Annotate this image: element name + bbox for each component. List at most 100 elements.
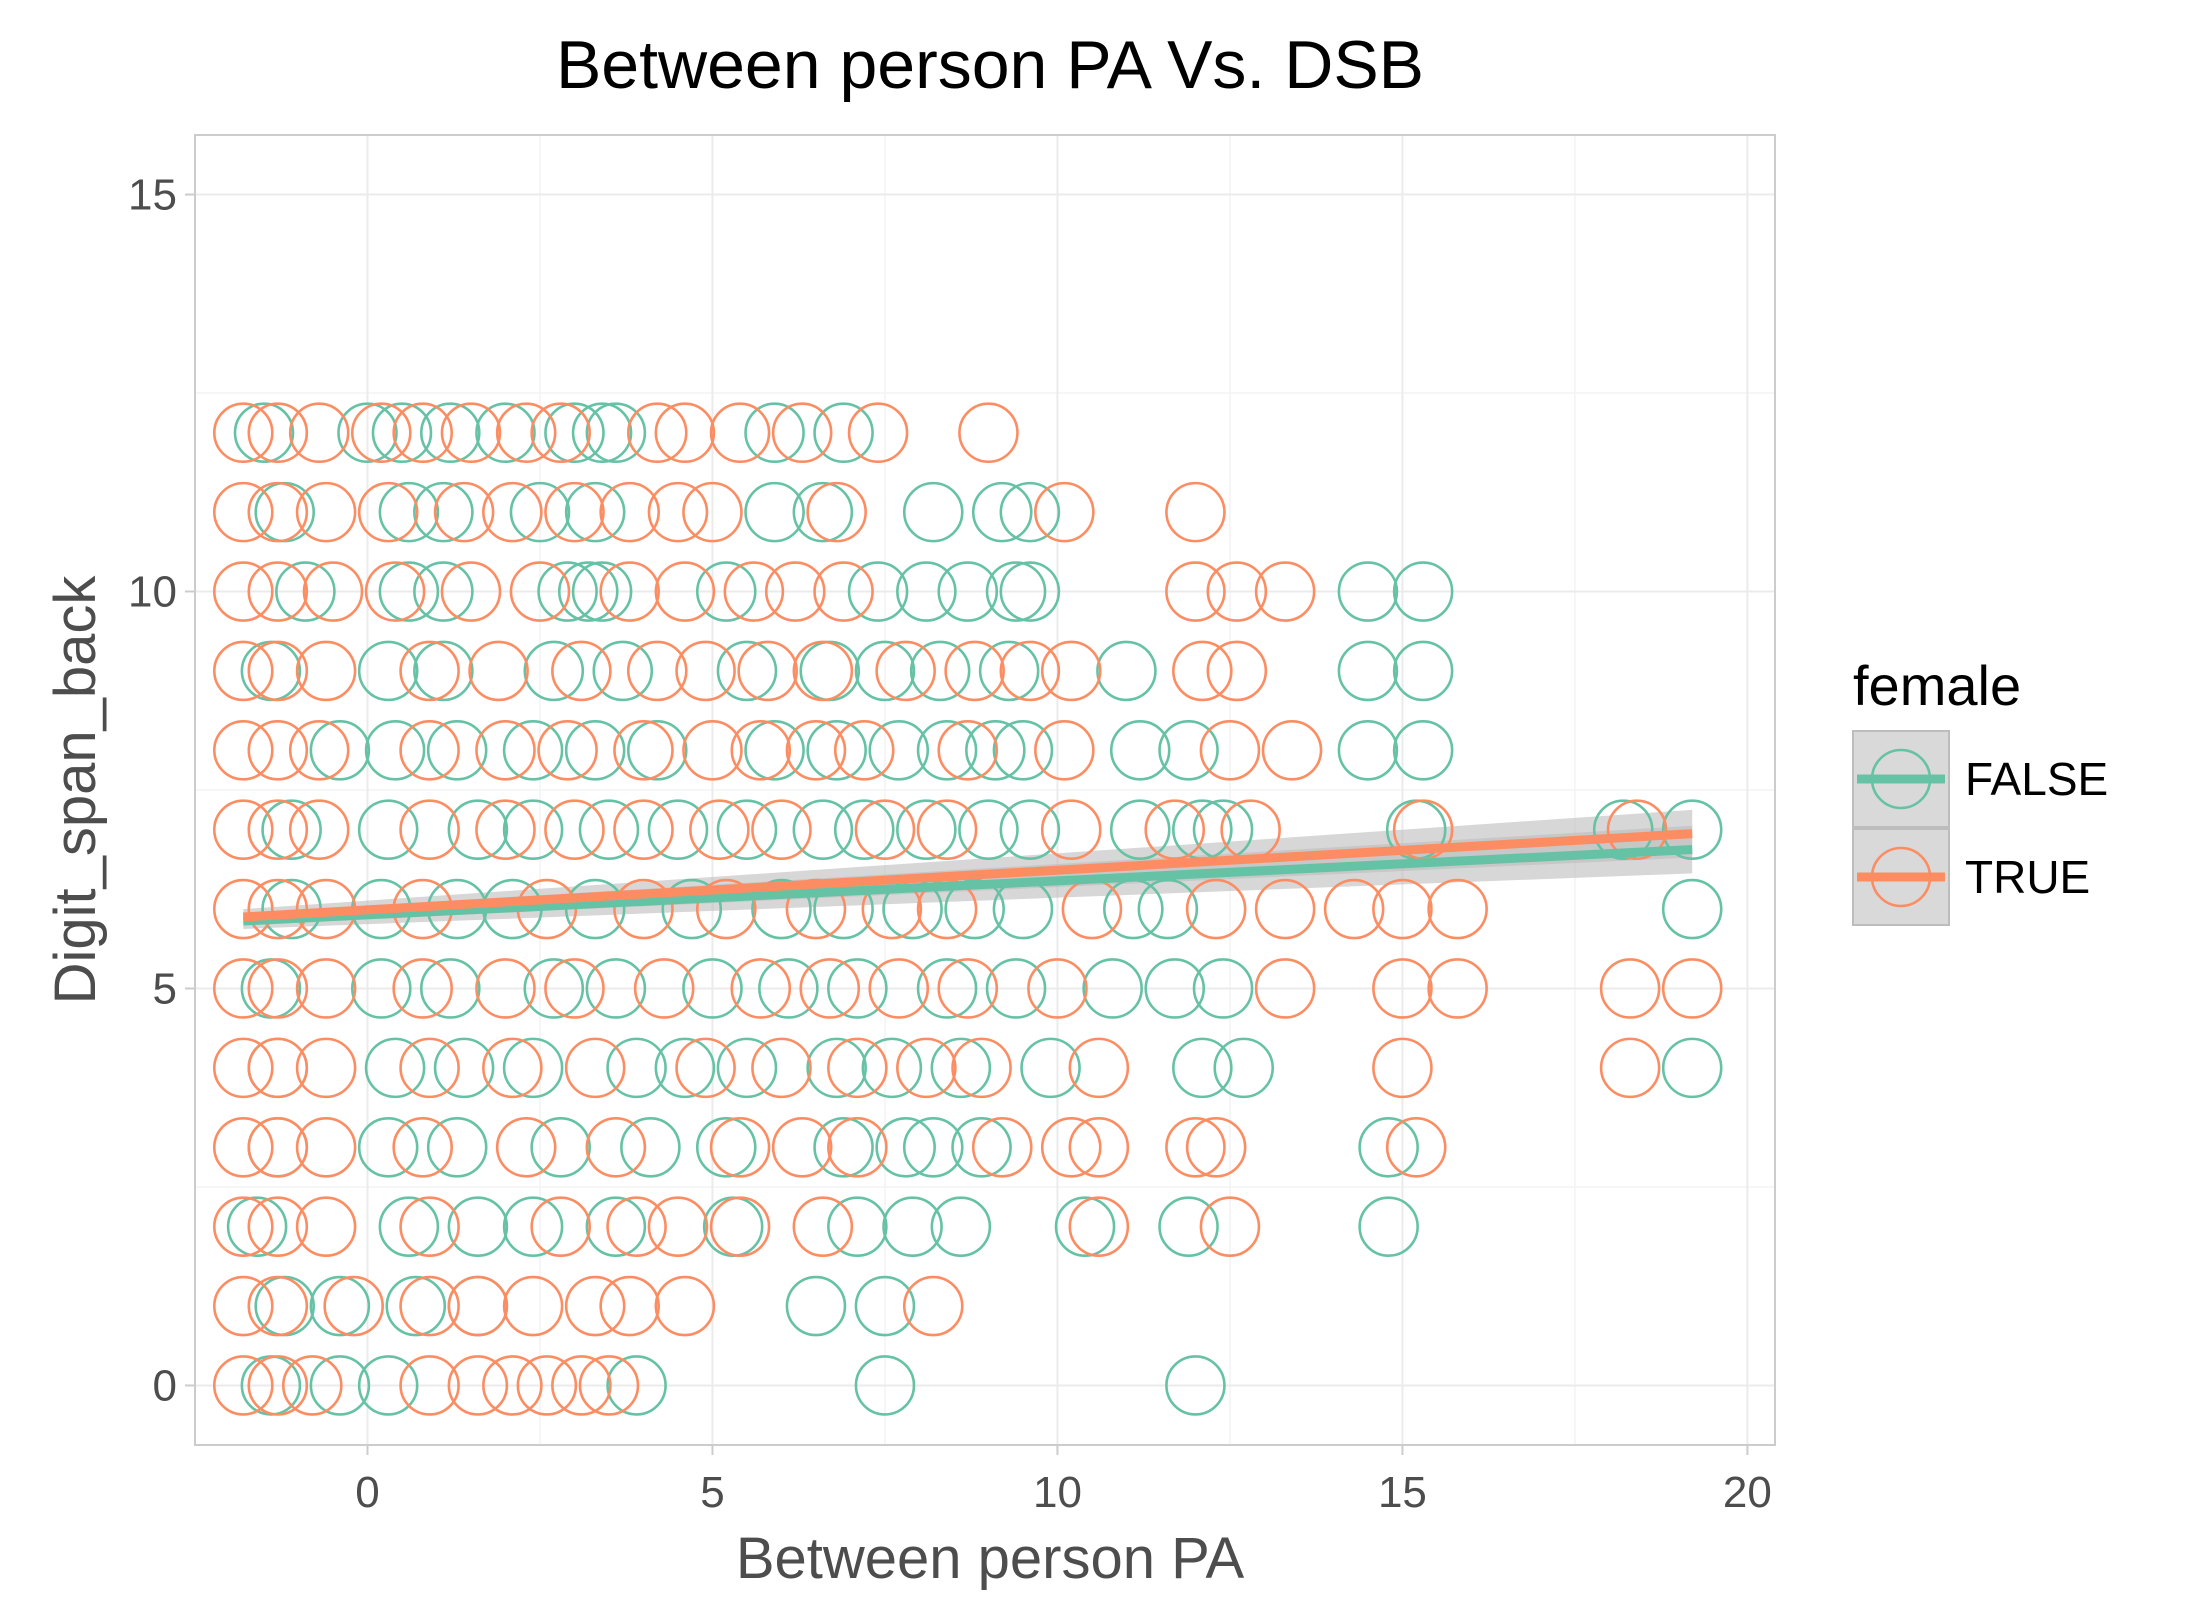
data-point-false bbox=[944, 878, 1005, 940]
data-point-true bbox=[551, 1355, 612, 1416]
data-point-true bbox=[247, 958, 309, 1019]
data-point-true bbox=[626, 640, 688, 702]
data-point-false bbox=[309, 1275, 371, 1337]
data-point-true bbox=[1040, 1116, 1102, 1178]
data-point-true bbox=[212, 1037, 274, 1099]
data-point-false bbox=[371, 402, 433, 464]
data-point-true bbox=[212, 1196, 274, 1257]
data-point-true bbox=[288, 402, 350, 464]
data-point-false bbox=[530, 1116, 591, 1178]
data-point-true bbox=[578, 1355, 640, 1416]
data-point-true bbox=[1185, 878, 1247, 940]
data-point-false bbox=[337, 402, 398, 464]
data-point-true bbox=[212, 1275, 274, 1337]
data-point-true bbox=[288, 720, 350, 781]
legend-title: female bbox=[1853, 654, 2021, 717]
data-point-true bbox=[247, 561, 309, 622]
data-point-true bbox=[613, 720, 674, 781]
data-point-false bbox=[357, 1116, 419, 1178]
data-point-true bbox=[723, 561, 785, 622]
data-point-true bbox=[392, 402, 453, 464]
data-point-false bbox=[827, 1196, 888, 1257]
data-point-true bbox=[1261, 720, 1323, 781]
data-point-true bbox=[730, 720, 792, 781]
data-point-false bbox=[413, 481, 474, 543]
data-point-true bbox=[792, 1196, 854, 1257]
legend-label-false: FALSE bbox=[1965, 753, 2108, 805]
data-point-true bbox=[1372, 958, 1433, 1019]
data-point-false bbox=[985, 958, 1047, 1019]
data-point-false bbox=[1661, 878, 1723, 940]
data-point-false bbox=[785, 1275, 847, 1337]
data-point-true bbox=[212, 640, 274, 702]
data-point-true bbox=[654, 402, 716, 464]
data-point-true bbox=[295, 481, 357, 543]
data-point-true bbox=[212, 561, 274, 622]
data-point-true bbox=[709, 402, 771, 464]
data-point-false bbox=[578, 799, 640, 860]
data-point-false bbox=[378, 561, 440, 622]
data-point-true bbox=[599, 1275, 660, 1337]
data-point-false bbox=[357, 640, 419, 702]
data-point-false bbox=[1082, 958, 1143, 1019]
data-point-true bbox=[1165, 481, 1226, 543]
data-point-true bbox=[295, 1037, 357, 1099]
data-point-false bbox=[413, 561, 474, 622]
data-point-true bbox=[544, 958, 605, 1019]
data-point-false bbox=[1192, 958, 1254, 1019]
data-point-true bbox=[1185, 1116, 1247, 1178]
data-point-false bbox=[695, 561, 757, 622]
data-point-false bbox=[930, 1037, 992, 1099]
data-point-false bbox=[978, 640, 1040, 702]
data-point-true bbox=[971, 1116, 1033, 1178]
data-point-true bbox=[247, 799, 309, 860]
data-point-true bbox=[709, 1196, 771, 1257]
data-point-false bbox=[813, 1116, 874, 1178]
data-point-true bbox=[509, 561, 571, 622]
data-point-true bbox=[295, 958, 357, 1019]
data-point-true bbox=[695, 878, 757, 940]
data-point-true bbox=[875, 640, 936, 702]
data-point-false bbox=[744, 402, 805, 464]
data-point-false bbox=[378, 1196, 440, 1257]
data-point-true bbox=[1027, 958, 1088, 1019]
data-point-false bbox=[896, 561, 957, 622]
data-point-false bbox=[626, 720, 688, 781]
data-point-false bbox=[592, 640, 654, 702]
data-point-true bbox=[675, 640, 736, 702]
data-point-true bbox=[247, 1355, 309, 1416]
data-point-false bbox=[827, 958, 888, 1019]
data-point-false bbox=[357, 799, 419, 860]
data-point-true bbox=[440, 402, 502, 464]
data-point-false bbox=[806, 720, 867, 781]
data-point-false bbox=[806, 1037, 867, 1099]
data-point-true bbox=[1034, 720, 1095, 781]
data-point-true bbox=[951, 1037, 1012, 1099]
data-point-true bbox=[482, 1037, 543, 1099]
data-point-true bbox=[626, 402, 688, 464]
data-point-false bbox=[419, 402, 481, 464]
data-point-false bbox=[585, 958, 647, 1019]
data-point-true bbox=[1199, 1196, 1261, 1257]
data-point-false bbox=[233, 402, 295, 464]
data-point-true bbox=[1661, 958, 1723, 1019]
data-point-false bbox=[716, 799, 778, 860]
data-point-true bbox=[682, 481, 743, 543]
data-point-true bbox=[1254, 561, 1316, 622]
data-point-true bbox=[792, 640, 854, 702]
data-point-true bbox=[958, 402, 1019, 464]
data-point-false bbox=[1165, 1355, 1226, 1416]
data-point-true bbox=[813, 561, 874, 622]
data-point-true bbox=[613, 799, 674, 860]
data-point-false bbox=[1109, 720, 1171, 781]
data-point-false bbox=[447, 799, 509, 860]
data-point-true bbox=[1068, 1116, 1130, 1178]
data-point-true bbox=[999, 640, 1061, 702]
data-point-false bbox=[275, 561, 336, 622]
data-point-false bbox=[792, 481, 854, 543]
data-point-true bbox=[544, 481, 605, 543]
data-point-true bbox=[440, 561, 502, 622]
y-tick-label: 10 bbox=[128, 568, 177, 617]
data-point-true bbox=[599, 481, 660, 543]
data-point-true bbox=[654, 561, 716, 622]
